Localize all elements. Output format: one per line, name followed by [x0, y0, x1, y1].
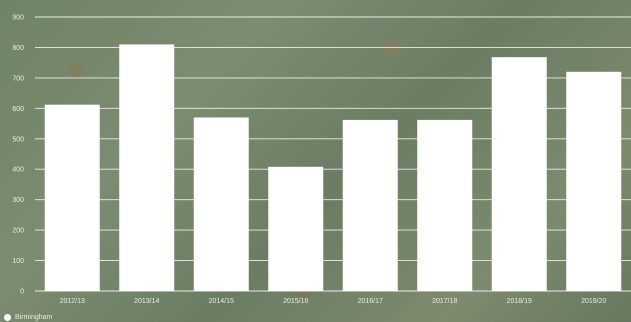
x-tick-label: 2018/19 [507, 298, 532, 305]
legend-label: Birmingham [15, 313, 53, 321]
bar-2013/14 [119, 44, 175, 292]
y-tick-label: 0 [20, 289, 24, 296]
y-tick-label: 400 [12, 167, 24, 174]
y-axis-ticks: 0 100 200 300 400 500 600 700 800 900 [12, 15, 24, 296]
legend-marker [4, 313, 11, 321]
y-tick-label: 900 [12, 15, 24, 22]
bar-2019/20 [566, 71, 622, 291]
x-tick-label: 2014/15 [209, 298, 234, 305]
y-tick-label: 700 [12, 75, 24, 82]
y-tick-label: 200 [12, 228, 24, 235]
bar-2014/15 [193, 117, 249, 291]
y-tick-label: 800 [12, 45, 24, 52]
y-tick-label: 300 [12, 197, 24, 204]
y-tick-label: 600 [12, 106, 24, 113]
legend: Birmingham [4, 312, 52, 322]
x-axis-ticks: 2012/13 2013/14 2014/15 2015/16 2016/17 2017/… [60, 298, 607, 305]
x-tick-label: 2016/17 [358, 298, 383, 305]
y-tick-label: 100 [12, 258, 24, 265]
bars [44, 44, 622, 292]
bar-2015/16 [268, 166, 324, 291]
y-tick-label: 500 [12, 136, 24, 143]
x-tick-label: 2013/14 [134, 298, 159, 305]
x-tick-label: 2017/18 [432, 298, 457, 305]
bar-2016/17 [342, 119, 398, 291]
x-tick-label: 2012/13 [60, 298, 85, 305]
bar-2012/13 [44, 104, 100, 292]
bar-2018/19 [491, 57, 547, 291]
x-tick-label: 2019/20 [581, 298, 606, 305]
x-tick-label: 2015/16 [283, 298, 308, 305]
bar-2017/18 [417, 119, 473, 291]
